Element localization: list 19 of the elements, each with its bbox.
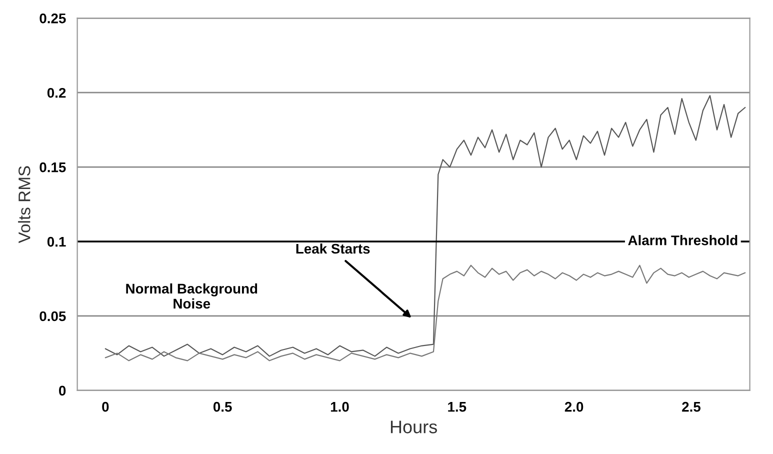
y-tick-label: 0.15 — [40, 162, 66, 172]
annotation: Leak Starts — [296, 243, 370, 254]
x-tick-label: 1.5 — [448, 402, 466, 412]
y-tick-label: 0.05 — [40, 311, 66, 322]
y-tick-label: 0.1 — [47, 236, 66, 247]
y-tick-label: 0.25 — [40, 13, 66, 24]
y-axis-title: Volts RMS — [18, 166, 30, 244]
line-series — [104, 264, 746, 362]
x-tick-label: 1.0 — [330, 402, 349, 412]
x-tick-label: 2.0 — [564, 402, 584, 412]
x-tick-label: 2.5 — [682, 402, 700, 412]
annotation: Normal Background Noise — [126, 283, 258, 309]
y-tick-label: 0 — [59, 386, 66, 396]
ref-line-label: Alarm Threshold — [628, 235, 738, 246]
x-tick-label: 0 — [102, 402, 109, 412]
y-tick-label: 0.2 — [47, 88, 66, 98]
line-series — [104, 95, 746, 357]
x-axis-title: Hours — [390, 420, 437, 434]
x-tick-label: 0.5 — [213, 402, 232, 412]
